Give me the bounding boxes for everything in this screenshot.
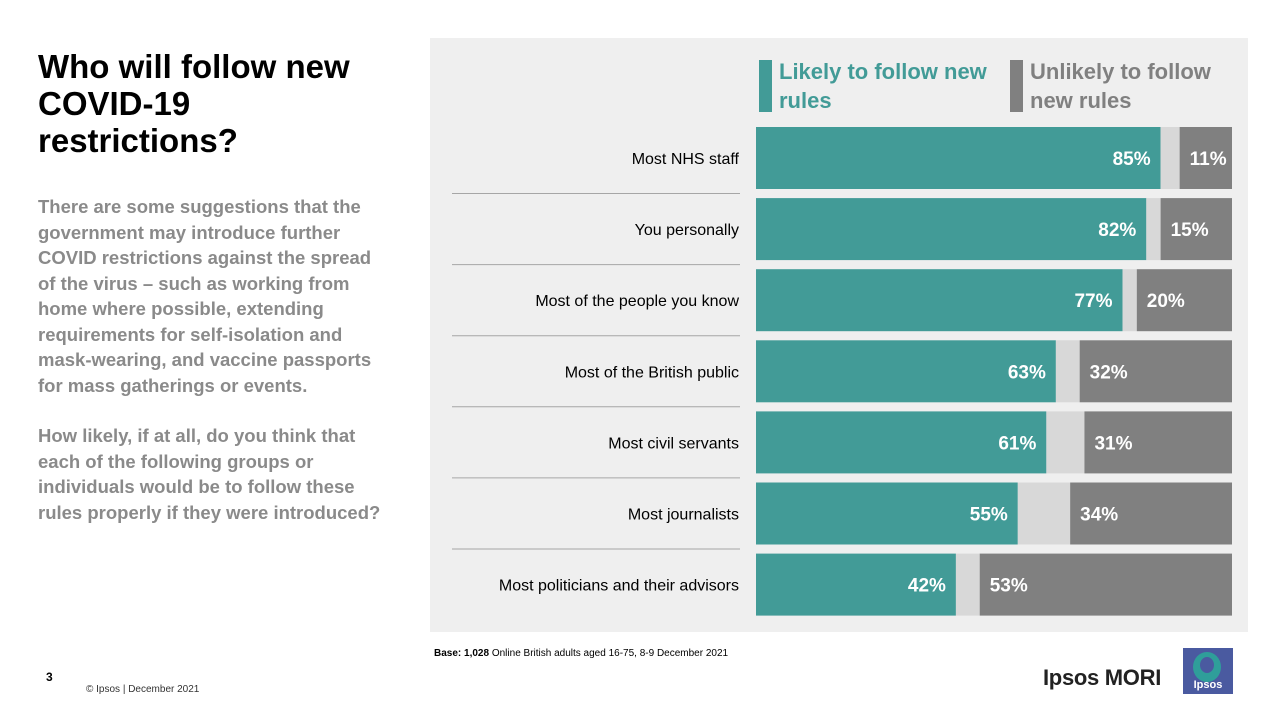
bar-likely xyxy=(756,340,1056,403)
category-label: Most of the people you know xyxy=(535,293,739,310)
data-label-likely: 63% xyxy=(1008,362,1046,383)
data-label-unlikely: 20% xyxy=(1147,291,1185,312)
bar-unlikely xyxy=(1160,198,1232,261)
base-n: 1,028 xyxy=(464,648,490,659)
brand-name: Ipsos MORI xyxy=(1043,665,1162,690)
bar-likely xyxy=(756,198,1147,261)
category-label: Most of the British public xyxy=(565,364,739,381)
bar-neither xyxy=(1146,198,1161,261)
data-label-likely: 77% xyxy=(1074,291,1112,312)
data-label-unlikely: 32% xyxy=(1090,362,1128,383)
bar-unlikely xyxy=(979,553,1232,616)
data-label-likely: 82% xyxy=(1098,220,1136,241)
bar-likely xyxy=(756,411,1047,474)
logo-arc-inner xyxy=(1200,657,1214,673)
page-title: Who will follow new COVID-19 restriction… xyxy=(38,48,350,159)
bar-likely xyxy=(756,127,1161,189)
bar-neither xyxy=(1160,127,1180,189)
base-description: Online British adults aged 16-75, 8-9 De… xyxy=(491,648,729,659)
data-label-unlikely: 53% xyxy=(990,576,1028,597)
question-text: There are some suggestions that the gove… xyxy=(38,194,390,550)
intro-paragraph: There are some suggestions that the gove… xyxy=(38,196,372,396)
bar-neither xyxy=(1122,269,1137,332)
bar-unlikely xyxy=(1179,127,1232,189)
page-number: 3 xyxy=(46,670,53,684)
data-label-unlikely: 11% xyxy=(1190,149,1227,170)
data-label-likely: 61% xyxy=(998,433,1036,454)
bar-unlikely xyxy=(1084,411,1232,474)
data-label-unlikely: 15% xyxy=(1171,220,1209,241)
data-label-likely: 55% xyxy=(970,505,1008,526)
bar-unlikely xyxy=(1070,482,1232,545)
data-label-likely: 42% xyxy=(908,576,946,597)
base-label: Base: xyxy=(434,648,462,659)
data-label-unlikely: 31% xyxy=(1094,433,1132,454)
category-label: Most NHS staff xyxy=(632,151,740,168)
bar-unlikely xyxy=(1136,269,1232,332)
bar-likely xyxy=(756,482,1018,545)
ipsos-logo: Ipsos xyxy=(1183,648,1233,694)
data-label-likely: 85% xyxy=(1113,149,1151,170)
legend-unlikely-label: Unlikely to follow new rules xyxy=(1030,59,1211,113)
bar-neither xyxy=(1055,340,1080,403)
base-note: Base: 1,028 Online British adults aged 1… xyxy=(434,648,728,659)
bar-likely xyxy=(756,553,956,616)
legend-likely-label: Likely to follow new rules xyxy=(779,59,987,113)
data-label-unlikely: 34% xyxy=(1080,505,1118,526)
chart-panel: Likely to follow new rules Unlikely to f… xyxy=(430,38,1248,632)
category-label: Most civil servants xyxy=(608,435,739,452)
bar-unlikely xyxy=(1079,340,1232,403)
bar-neither xyxy=(955,553,980,616)
question-paragraph: How likely, if at all, do you think that… xyxy=(38,425,381,523)
logo-text: Ipsos xyxy=(1193,679,1223,691)
category-label: You personally xyxy=(635,222,739,239)
bar-likely xyxy=(756,269,1123,332)
bar-neither xyxy=(1046,411,1085,474)
category-label: Most journalists xyxy=(628,507,739,524)
legend-unlikely-swatch xyxy=(1010,60,1023,112)
legend-likely-swatch xyxy=(759,60,772,112)
stacked-bar-chart: Most NHS staff 85% 11% You personally 82% 15%… xyxy=(452,127,1232,616)
category-label: Most politicians and their advisors xyxy=(499,578,739,595)
copyright: © Ipsos | December 2021 xyxy=(86,684,200,695)
bar-neither xyxy=(1017,482,1071,545)
